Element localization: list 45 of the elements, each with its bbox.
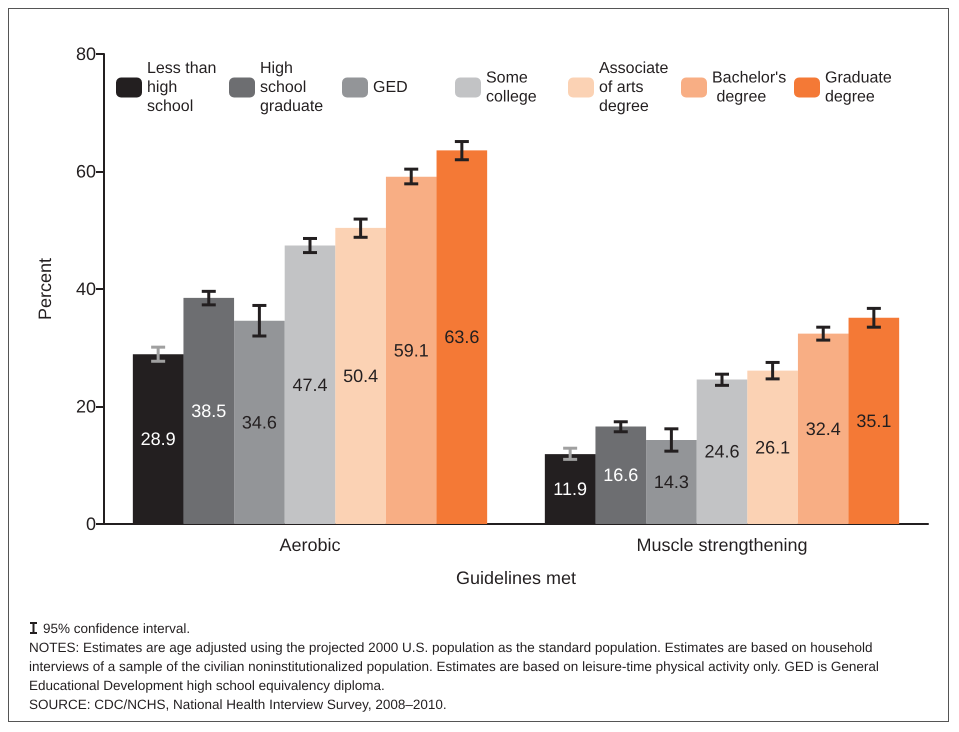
data-label: 16.6	[603, 465, 638, 486]
data-label: 24.6	[704, 442, 740, 462]
data-label: 47.4	[292, 374, 328, 395]
legend-label: High school graduate	[260, 60, 324, 115]
bar	[183, 298, 234, 524]
legend-label: Some college	[486, 70, 537, 106]
data-label: 59.1	[394, 340, 429, 360]
data-label: 26.1	[755, 437, 790, 458]
legend-label: Associate of arts degree	[599, 60, 673, 115]
bar	[595, 426, 646, 524]
y-tick-label: 60	[76, 162, 96, 182]
y-tick-label: 0	[86, 514, 96, 534]
bar	[747, 370, 798, 524]
legend-label: GED	[373, 79, 408, 96]
bar	[798, 334, 849, 524]
legend-label: Less than high school	[147, 60, 221, 115]
text: NOTES: Estimates are age adjusted using the projected 2000 U.S. population as the standard population. Estimates are based on household interviews of a sample of the civilian noninstitutionalized population. Estimates are based on leisure-time physical activity only. GED is General Educational Development high school equivalency diploma.	[29, 640, 879, 693]
legend-label: Graduate degree	[825, 70, 896, 106]
bar	[436, 150, 488, 524]
bar	[646, 440, 697, 524]
data-label: 14.3	[654, 472, 689, 492]
data-label: 34.6	[242, 412, 277, 432]
bar	[848, 318, 900, 524]
data-label: 28.9	[140, 429, 176, 450]
y-tick-label: 80	[76, 44, 96, 64]
y-tick-label: 20	[76, 396, 96, 416]
bar	[234, 320, 285, 524]
source-note: SOURCE: CDC/NCHS, National Health Interview Survey, 2008–2010.	[29, 697, 447, 712]
legend-label: Bachelor's degree	[712, 70, 786, 106]
data-label: 38.5	[191, 400, 226, 421]
data-label: 35.1	[856, 410, 892, 431]
data-label: 63.6	[444, 327, 480, 348]
x-tick-label: Aerobic	[279, 535, 341, 555]
x-axis-title: Guidelines met	[456, 568, 576, 588]
y-tick-label: 40	[76, 279, 96, 299]
data-label: 32.4	[806, 418, 841, 439]
data-label: 11.9	[553, 479, 587, 500]
bar	[335, 228, 386, 524]
bar	[386, 176, 437, 524]
y-axis-title: Percent	[35, 258, 55, 320]
x-tick-label: Muscle strengthening	[636, 535, 808, 555]
bar	[696, 379, 748, 524]
data-label: 50.4	[343, 366, 378, 386]
text: 95% confidence interval.	[43, 621, 190, 636]
bar	[284, 246, 336, 524]
